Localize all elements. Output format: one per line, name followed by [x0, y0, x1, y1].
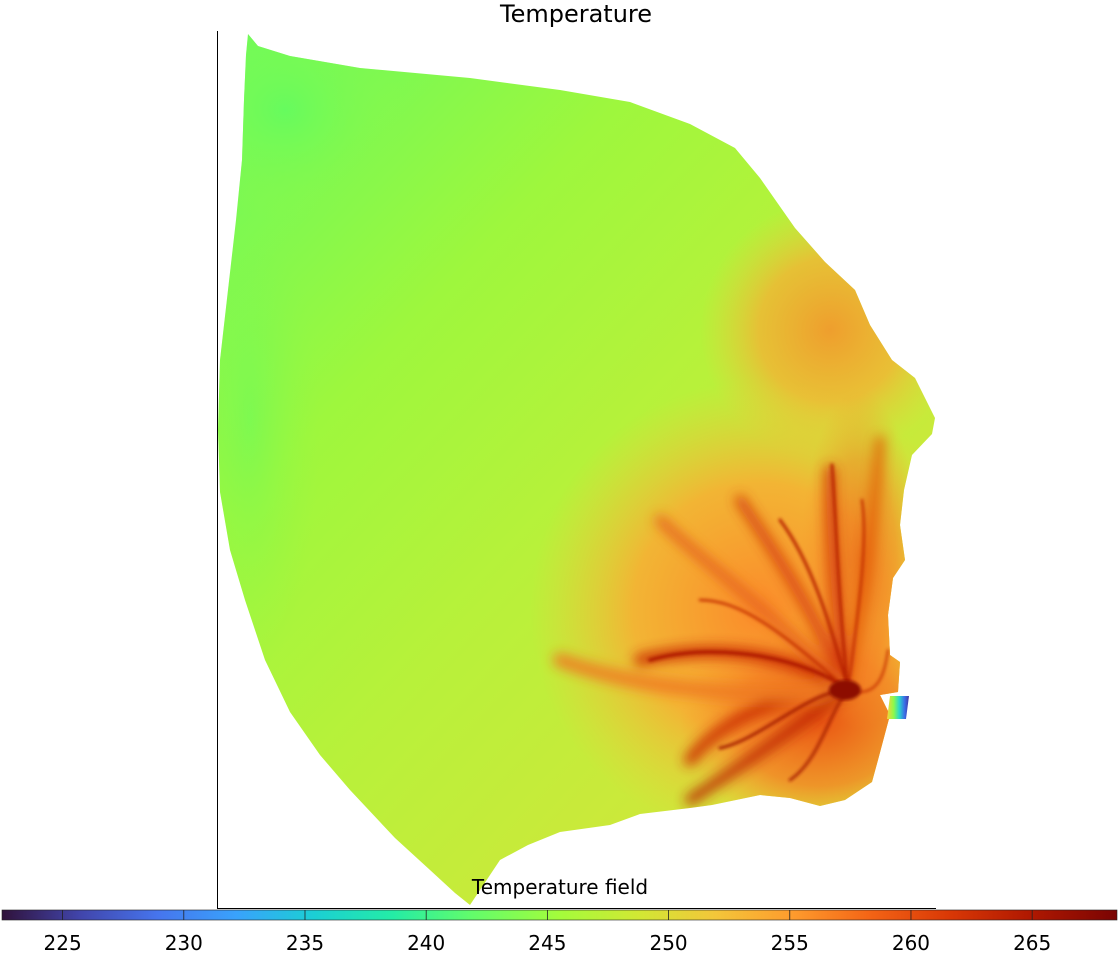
- colorbar-tick-label: 245: [528, 931, 566, 954]
- colorbar-tick-label: 260: [892, 931, 930, 954]
- colorbar-tick-label: 250: [649, 931, 687, 954]
- colorbar-label: Temperature field: [471, 875, 648, 899]
- colorbar-tick-label: 225: [44, 931, 82, 954]
- colorbar: Temperature field 225 230 235 240 245 250 255 2…: [1, 875, 1118, 954]
- temperature-field-map: [218, 34, 935, 905]
- colorbar-tick-label: 230: [165, 931, 203, 954]
- colorbar-tick-label: 255: [771, 931, 809, 954]
- colorbar-tick-label: 265: [1013, 931, 1051, 954]
- chart-title: Temperature: [499, 0, 652, 28]
- inlet-boundary: [887, 696, 909, 719]
- plume-fine-streaks: [648, 463, 889, 782]
- colorbar-tick-label: 240: [407, 931, 445, 954]
- colorbar-tick-label: 235: [286, 931, 324, 954]
- colorbar-gradient: [1, 909, 1118, 921]
- colorbar-ticks: 225 230 235 240 245 250 255 260 265: [44, 910, 1051, 954]
